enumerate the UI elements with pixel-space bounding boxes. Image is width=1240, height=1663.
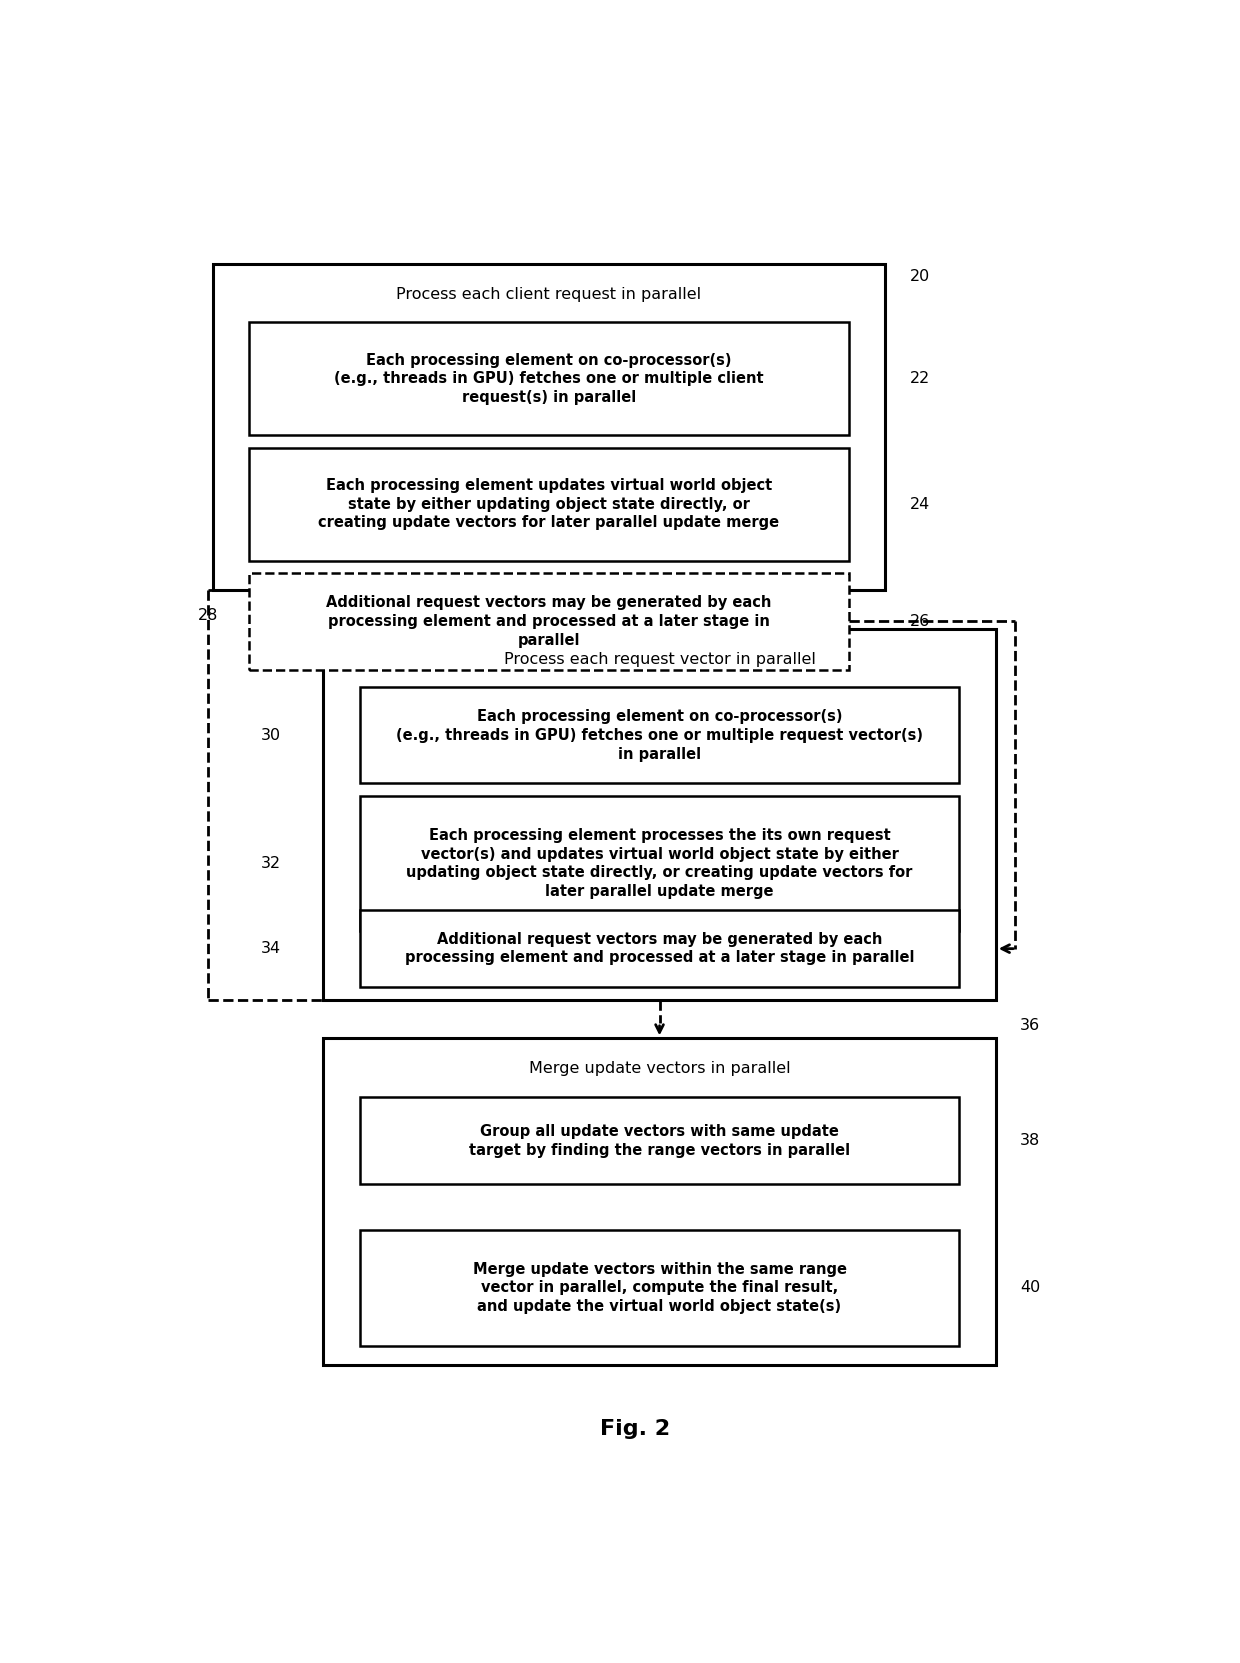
Text: 36: 36 [1019, 1018, 1040, 1033]
Text: Group all update vectors with same update
target by finding the range vectors in: Group all update vectors with same updat… [469, 1124, 851, 1157]
Text: Process each client request in parallel: Process each client request in parallel [397, 286, 702, 301]
Text: 24: 24 [909, 497, 930, 512]
Text: 30: 30 [260, 728, 280, 743]
FancyBboxPatch shape [360, 910, 960, 988]
Text: Additional request vectors may be generated by each
processing element and proce: Additional request vectors may be genera… [326, 595, 771, 647]
FancyBboxPatch shape [249, 447, 849, 560]
Text: Each processing element on co-processor(s)
(e.g., threads in GPU) fetches one or: Each processing element on co-processor(… [396, 710, 923, 762]
Text: Each processing element on co-processor(s)
(e.g., threads in GPU) fetches one or: Each processing element on co-processor(… [335, 353, 764, 404]
Text: Process each request vector in parallel: Process each request vector in parallel [503, 652, 816, 667]
Text: 22: 22 [909, 371, 930, 386]
FancyBboxPatch shape [324, 1038, 996, 1365]
FancyBboxPatch shape [360, 1098, 960, 1184]
Text: Merge update vectors in parallel: Merge update vectors in parallel [528, 1061, 790, 1076]
FancyBboxPatch shape [213, 263, 885, 590]
FancyBboxPatch shape [360, 797, 960, 931]
Text: 38: 38 [1019, 1133, 1040, 1147]
Text: 40: 40 [1019, 1281, 1040, 1295]
FancyBboxPatch shape [360, 687, 960, 783]
Text: Fig. 2: Fig. 2 [600, 1419, 671, 1438]
Text: Each processing element processes the its own request
vector(s) and updates virt: Each processing element processes the it… [407, 828, 913, 900]
Text: 34: 34 [260, 941, 280, 956]
Text: 26: 26 [909, 614, 930, 629]
Text: Additional request vectors may be generated by each
processing element and proce: Additional request vectors may be genera… [404, 931, 914, 966]
FancyBboxPatch shape [324, 629, 996, 999]
FancyBboxPatch shape [360, 1231, 960, 1345]
FancyBboxPatch shape [249, 574, 849, 670]
FancyBboxPatch shape [249, 323, 849, 436]
Text: 28: 28 [198, 609, 218, 624]
Text: Merge update vectors within the same range
vector in parallel, compute the final: Merge update vectors within the same ran… [472, 1262, 847, 1314]
Text: 20: 20 [909, 269, 930, 284]
Text: Each processing element updates virtual world object
state by either updating ob: Each processing element updates virtual … [319, 479, 780, 530]
Text: 32: 32 [260, 856, 280, 871]
